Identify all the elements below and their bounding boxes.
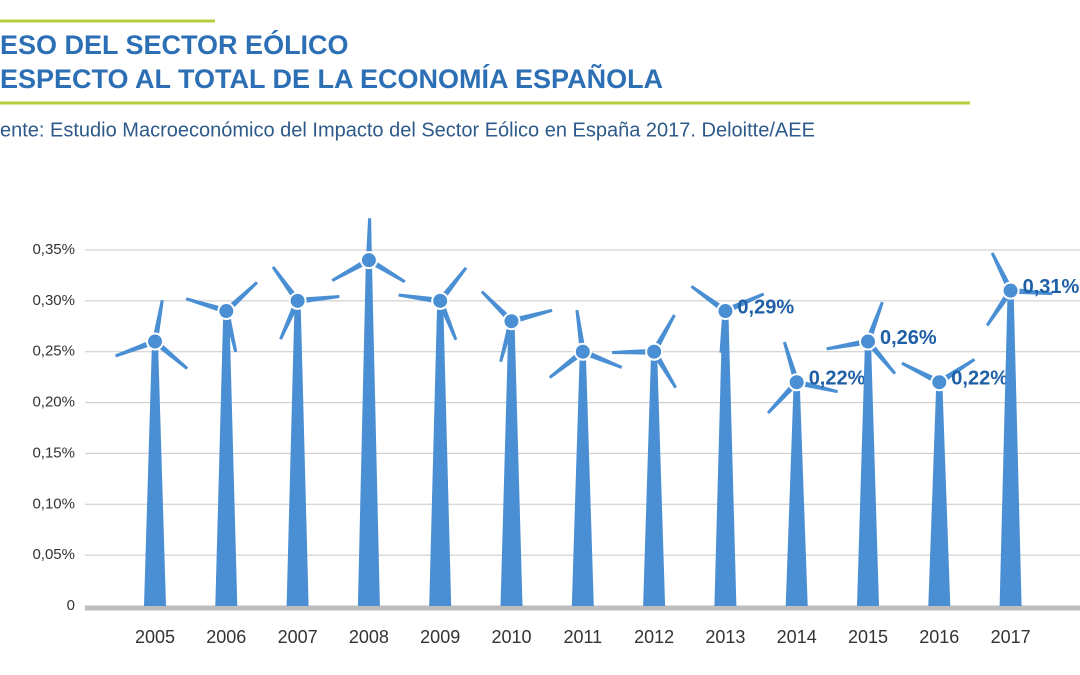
x-tick-label: 2017 [991, 627, 1031, 647]
turbine-tower [357, 260, 380, 606]
value-label: 0,22% [951, 368, 1008, 390]
chart-title: ESPECTO AL TOTAL DE LA ECONOMÍA ESPAÑOLA [0, 63, 663, 94]
hub [502, 312, 521, 331]
hub [146, 332, 164, 351]
y-tick-label: 0,05% [32, 546, 75, 563]
turbine-tower [286, 300, 309, 606]
x-tick-label: 2005 [135, 627, 175, 647]
turbine-tower [785, 382, 808, 606]
blade [826, 338, 869, 351]
blade [185, 297, 228, 314]
hub [431, 291, 450, 310]
blade [499, 320, 515, 363]
x-tick-label: 2006 [206, 627, 246, 647]
turbine-tower [571, 351, 594, 606]
blade [279, 299, 301, 340]
x-tick-label: 2015 [848, 627, 888, 647]
hub [288, 291, 307, 310]
blade [990, 252, 1014, 293]
turbine-tower [643, 351, 666, 606]
hub [930, 373, 949, 392]
blade [719, 310, 729, 353]
blade [297, 294, 340, 304]
hub [359, 251, 378, 270]
blade [1010, 287, 1053, 296]
x-tick-label: 2008 [349, 627, 389, 647]
blade [575, 309, 586, 353]
blade [398, 293, 441, 304]
blade [865, 301, 884, 343]
hub [716, 302, 735, 321]
x-tick-label: 2013 [705, 627, 745, 647]
y-tick-label: 0 [67, 597, 75, 614]
hub [859, 332, 877, 351]
blade [510, 308, 553, 325]
hub [217, 302, 236, 321]
x-tick-label: 2010 [491, 627, 531, 647]
turbine-tower [857, 341, 879, 606]
x-tick-label: 2009 [420, 627, 460, 647]
x-tick-label: 2007 [278, 627, 318, 647]
value-label: 0,26% [880, 327, 937, 349]
value-label: 0,22% [809, 368, 866, 390]
value-label: 0,31% [1023, 276, 1080, 298]
blade [152, 299, 164, 343]
blade [115, 338, 157, 358]
hub [645, 342, 664, 361]
x-tick-label: 2011 [563, 627, 602, 647]
turbine-tower [215, 311, 238, 606]
blade [782, 341, 800, 384]
source: ente: Estudio Macroeconómico del Impacto… [0, 119, 815, 141]
hub [573, 342, 592, 361]
turbine-tower [999, 290, 1022, 606]
hub [1001, 281, 1020, 300]
turbine-tower [928, 382, 951, 606]
x-tick-label: 2016 [919, 627, 959, 647]
turbine-tower [144, 341, 166, 606]
blade [223, 310, 238, 353]
y-tick-label: 0,30% [32, 292, 75, 309]
turbine-tower [500, 321, 523, 606]
y-tick-label: 0,35% [32, 241, 75, 258]
x-tick-label: 2014 [777, 627, 817, 647]
y-tick-label: 0,15% [32, 444, 75, 461]
blade [936, 382, 943, 425]
y-tick-label: 0,10% [32, 495, 75, 512]
turbine-tower [714, 311, 737, 606]
blade [581, 348, 623, 369]
turbine-tower [429, 300, 452, 606]
x-tick-label: 2012 [634, 627, 674, 647]
blade [612, 348, 655, 355]
hub [787, 373, 806, 392]
blade [437, 299, 458, 341]
blade [365, 218, 372, 261]
blade [796, 379, 838, 394]
y-tick-label: 0,25% [32, 343, 75, 360]
y-tick-label: 0,20% [32, 394, 75, 411]
value-label: 0,29% [737, 296, 794, 318]
blade [724, 292, 765, 314]
blade [901, 361, 941, 385]
chart-title: ESO DEL SECTOR EÓLICO [0, 29, 349, 60]
